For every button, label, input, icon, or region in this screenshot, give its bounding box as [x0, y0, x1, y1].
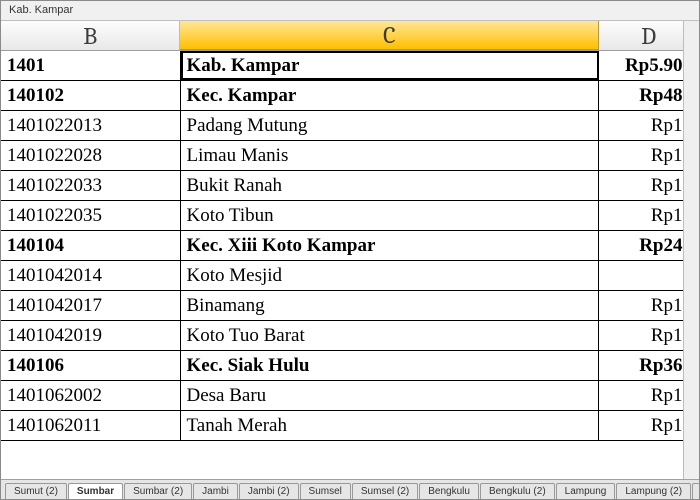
column-headers: BCD	[1, 21, 699, 51]
sheet-tab[interactable]: Lampung	[556, 483, 616, 499]
sheet-tab[interactable]: Bengkulu	[419, 483, 479, 499]
cell-code[interactable]: 1401042019	[1, 321, 181, 350]
cell-code[interactable]: 140104	[1, 231, 181, 260]
table-row: 1401062002Desa BaruRp12	[1, 381, 699, 411]
cell-name[interactable]: Kec. Siak Hulu	[181, 351, 600, 380]
table-row: 1401022013Padang MutungRp12	[1, 111, 699, 141]
table-row: 140106Kec. Siak HuluRp361	[1, 351, 699, 381]
table-row: 1401022033Bukit RanahRp12	[1, 171, 699, 201]
cell-code[interactable]: 140102	[1, 81, 181, 110]
sheet-tab[interactable]: Bengkulu (2)	[480, 483, 555, 499]
table-row: 1401022028Limau ManisRp12	[1, 141, 699, 171]
table-row: 1401042014Koto Mesjid	[1, 261, 699, 291]
cell-name[interactable]: Desa Baru	[181, 381, 600, 410]
formula-bar[interactable]: Kab. Kampar	[1, 1, 699, 21]
cell-name[interactable]: Koto Tibun	[181, 201, 600, 230]
table-row: 1401042017BinamangRp12	[1, 291, 699, 321]
sheet-tabs: Sumut (2)SumbarSumbar (2)JambiJambi (2)S…	[1, 479, 699, 499]
cell-code[interactable]: 1401062011	[1, 411, 181, 440]
cell-code[interactable]: 1401042017	[1, 291, 181, 320]
table-row: 1401042019Koto Tuo BaratRp12	[1, 321, 699, 351]
cell-code[interactable]: 1401022033	[1, 171, 181, 200]
vertical-scrollbar[interactable]	[683, 21, 699, 479]
sheet-tab[interactable]: Lampung (2)	[616, 483, 691, 499]
cell-code[interactable]: 1401062002	[1, 381, 181, 410]
cell-name[interactable]: Bukit Ranah	[181, 171, 600, 200]
cell-code[interactable]: 1401022013	[1, 111, 181, 140]
cell-name[interactable]: Binamang	[181, 291, 600, 320]
cell-code[interactable]: 1401042014	[1, 261, 181, 290]
cell-code[interactable]: 1401022035	[1, 201, 181, 230]
cell-name[interactable]: Tanah Merah	[181, 411, 600, 440]
sheet-tab[interactable]: Sumbar	[68, 483, 123, 499]
cell-name[interactable]: Kab. Kampar	[181, 51, 600, 80]
column-header-c[interactable]: C	[180, 21, 599, 50]
sheet-tab[interactable]: Sumsel (2)	[352, 483, 418, 499]
cell-name[interactable]: Koto Mesjid	[181, 261, 600, 290]
cell-name[interactable]: Kec. Xiii Koto Kampar	[181, 231, 600, 260]
sheet-tab[interactable]: Jambi	[193, 483, 238, 499]
cell-code[interactable]: 140106	[1, 351, 181, 380]
sheet-tab[interactable]: Sumut (2)	[5, 483, 67, 499]
formula-text: Kab. Kampar	[9, 4, 73, 16]
sheet-tab[interactable]: Babel	[692, 483, 699, 499]
table-row: 1401022035Koto TibunRp12	[1, 201, 699, 231]
column-header-b[interactable]: B	[1, 21, 180, 50]
cell-name[interactable]: Koto Tuo Barat	[181, 321, 600, 350]
cell-name[interactable]: Kec. Kampar	[181, 81, 600, 110]
table-row: 140104Kec. Xiii Koto KamparRp240	[1, 231, 699, 261]
cell-name[interactable]: Padang Mutung	[181, 111, 600, 140]
table-row: 1401062011Tanah MerahRp12	[1, 411, 699, 441]
cell-name[interactable]: Limau Manis	[181, 141, 600, 170]
sheet-tab[interactable]: Jambi (2)	[239, 483, 299, 499]
spreadsheet-grid: BCD 1401Kab. KamparRp5.901140102Kec. Kam…	[1, 21, 699, 479]
sheet-tab[interactable]: Sumsel	[300, 483, 351, 499]
cell-code[interactable]: 1401	[1, 51, 181, 80]
data-rows: 1401Kab. KamparRp5.901140102Kec. KamparR…	[1, 51, 699, 441]
table-row: 1401Kab. KamparRp5.901	[1, 51, 699, 81]
cell-code[interactable]: 1401022028	[1, 141, 181, 170]
table-row: 140102Kec. KamparRp481	[1, 81, 699, 111]
sheet-tab[interactable]: Sumbar (2)	[124, 483, 192, 499]
